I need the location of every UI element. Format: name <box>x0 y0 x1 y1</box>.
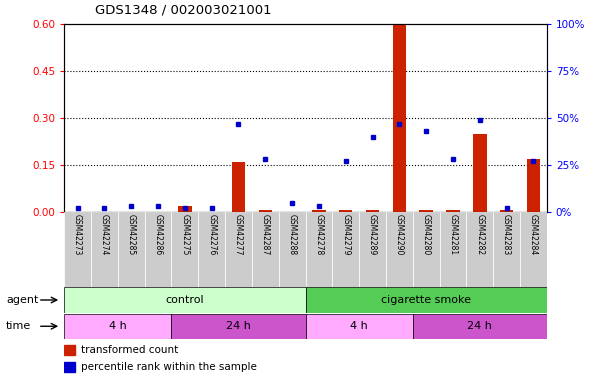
Text: agent: agent <box>6 295 38 305</box>
FancyBboxPatch shape <box>172 314 306 339</box>
FancyBboxPatch shape <box>386 212 413 287</box>
Text: GSM42286: GSM42286 <box>153 214 163 255</box>
FancyBboxPatch shape <box>118 212 145 287</box>
FancyBboxPatch shape <box>64 212 91 287</box>
FancyBboxPatch shape <box>306 287 547 313</box>
Text: 24 h: 24 h <box>467 321 492 331</box>
Bar <box>178 206 191 212</box>
Text: GSM42273: GSM42273 <box>73 214 82 255</box>
Text: GSM42285: GSM42285 <box>126 214 136 255</box>
Text: time: time <box>6 321 31 331</box>
FancyBboxPatch shape <box>145 212 172 287</box>
FancyBboxPatch shape <box>413 212 439 287</box>
Bar <box>420 210 433 212</box>
Text: GSM42279: GSM42279 <box>341 214 350 255</box>
Bar <box>232 162 245 212</box>
Bar <box>64 345 75 355</box>
Text: GSM42277: GSM42277 <box>234 214 243 255</box>
Text: percentile rank within the sample: percentile rank within the sample <box>81 362 257 372</box>
FancyBboxPatch shape <box>64 314 172 339</box>
FancyBboxPatch shape <box>332 212 359 287</box>
Text: transformed count: transformed count <box>81 345 178 355</box>
Bar <box>500 210 513 212</box>
FancyBboxPatch shape <box>91 212 118 287</box>
FancyBboxPatch shape <box>64 287 306 313</box>
Bar <box>393 24 406 212</box>
Text: GSM42276: GSM42276 <box>207 214 216 255</box>
Bar <box>527 159 540 212</box>
Bar <box>64 362 75 372</box>
Text: GDS1348 / 002003021001: GDS1348 / 002003021001 <box>95 4 271 17</box>
Bar <box>258 210 272 212</box>
Text: GSM42274: GSM42274 <box>100 214 109 255</box>
Text: GSM42278: GSM42278 <box>315 214 323 255</box>
Text: control: control <box>166 295 204 305</box>
FancyBboxPatch shape <box>306 212 332 287</box>
FancyBboxPatch shape <box>493 212 520 287</box>
Text: GSM42288: GSM42288 <box>288 214 296 255</box>
Text: 4 h: 4 h <box>109 321 126 331</box>
Text: 24 h: 24 h <box>226 321 251 331</box>
Bar <box>473 134 486 212</box>
Text: GSM42289: GSM42289 <box>368 214 377 255</box>
Bar <box>312 210 326 212</box>
FancyBboxPatch shape <box>359 212 386 287</box>
Bar <box>366 210 379 212</box>
FancyBboxPatch shape <box>413 314 547 339</box>
FancyBboxPatch shape <box>225 212 252 287</box>
Text: GSM42281: GSM42281 <box>448 214 458 255</box>
FancyBboxPatch shape <box>252 212 279 287</box>
FancyBboxPatch shape <box>466 212 493 287</box>
FancyBboxPatch shape <box>306 314 413 339</box>
FancyBboxPatch shape <box>439 212 466 287</box>
Text: GSM42287: GSM42287 <box>261 214 270 255</box>
FancyBboxPatch shape <box>172 212 198 287</box>
Text: cigarette smoke: cigarette smoke <box>381 295 471 305</box>
Bar <box>339 210 353 212</box>
FancyBboxPatch shape <box>198 212 225 287</box>
Text: 4 h: 4 h <box>350 321 368 331</box>
FancyBboxPatch shape <box>279 212 306 287</box>
Text: GSM42275: GSM42275 <box>180 214 189 255</box>
Bar <box>446 210 459 212</box>
Text: GSM42282: GSM42282 <box>475 214 485 255</box>
Text: GSM42290: GSM42290 <box>395 214 404 255</box>
FancyBboxPatch shape <box>520 212 547 287</box>
Text: GSM42280: GSM42280 <box>422 214 431 255</box>
Text: GSM42283: GSM42283 <box>502 214 511 255</box>
Text: GSM42284: GSM42284 <box>529 214 538 255</box>
